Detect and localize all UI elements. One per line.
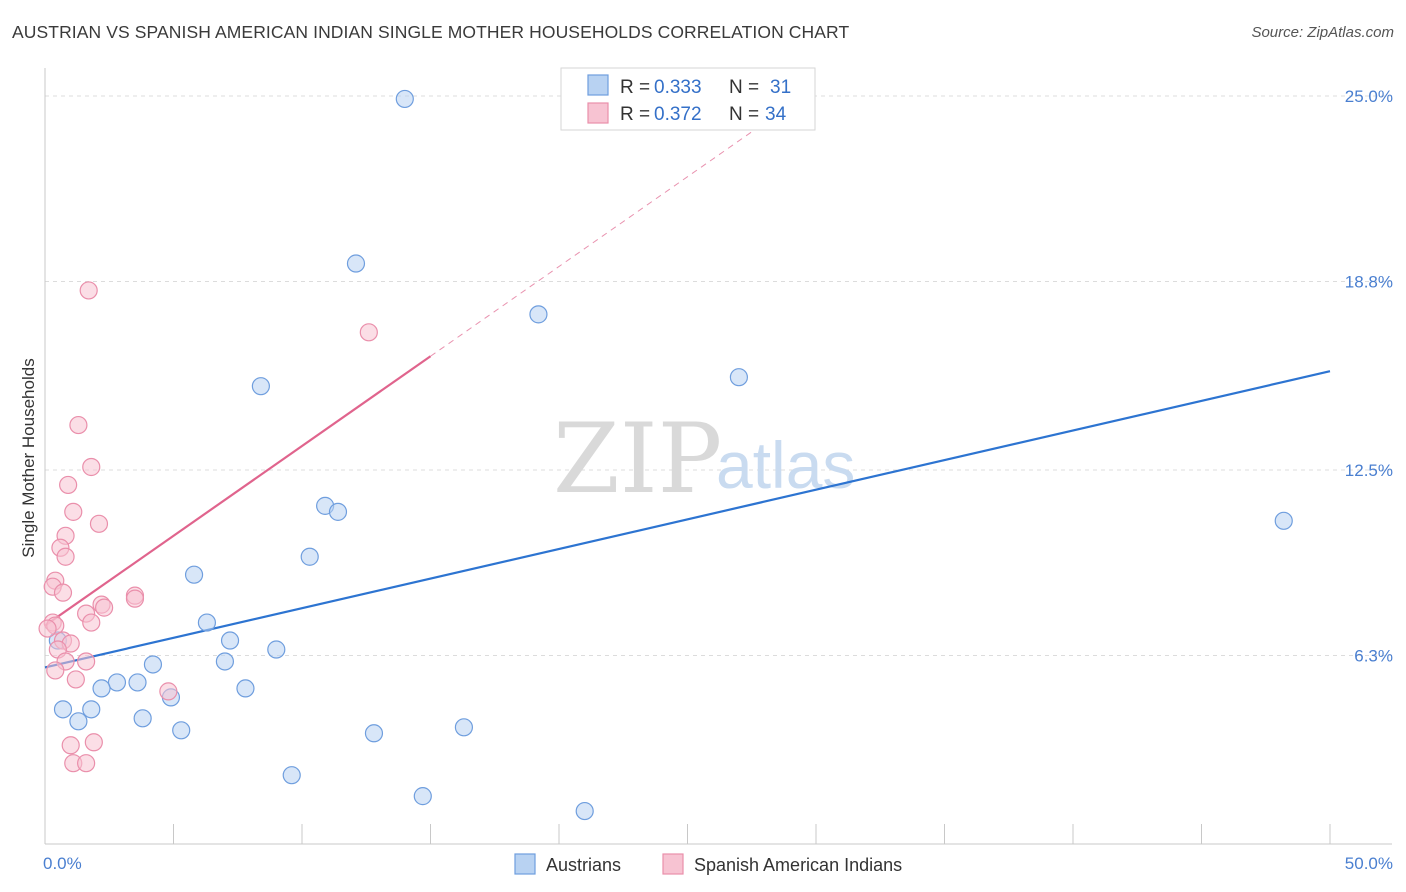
legend-swatch-spanish-american-indians <box>587 102 609 124</box>
axes <box>44 68 1392 845</box>
chart-title: AUSTRIAN VS SPANISH AMERICAN INDIAN SING… <box>12 22 850 42</box>
data-point-austrians <box>197 613 217 632</box>
data-point-spanish-american-indians <box>64 502 83 521</box>
data-point-austrians <box>172 721 191 740</box>
data-point-spanish-american-indians <box>82 457 101 477</box>
data-point-austrians <box>69 712 88 731</box>
data-point-spanish-american-indians <box>82 613 101 632</box>
data-point-spanish-american-indians <box>69 415 88 435</box>
bottom-legend-swatch-austrians <box>514 853 536 875</box>
data-point-spanish-american-indians <box>56 547 75 566</box>
data-point-austrians <box>454 718 474 737</box>
data-point-austrians <box>251 377 270 396</box>
data-point-spanish-american-indians <box>359 323 378 342</box>
legend-r-value-spanish-american-indians: 0.372 <box>654 104 702 125</box>
data-point-austrians <box>128 673 147 692</box>
data-point-austrians <box>215 652 234 671</box>
data-point-austrians <box>143 655 163 674</box>
data-point-spanish-american-indians <box>89 514 109 533</box>
data-point-austrians <box>729 368 749 387</box>
data-point-austrians <box>529 305 548 324</box>
data-point-austrians <box>413 787 432 806</box>
data-point-austrians <box>82 700 101 719</box>
data-point-spanish-american-indians <box>61 736 80 755</box>
legend-n-label-austrians: N = <box>729 77 759 98</box>
data-point-austrians <box>300 547 319 566</box>
x-tick-label: 50.0% <box>1345 854 1393 873</box>
data-point-austrians <box>328 502 348 521</box>
x-tick-labels: 0.0% 50.0% <box>43 854 1393 873</box>
trendline-spanish-american-indians <box>44 355 432 627</box>
data-point-austrians <box>236 679 255 698</box>
legend-r-value-austrians: 0.333 <box>654 77 702 98</box>
data-point-spanish-american-indians <box>84 733 103 752</box>
trendline-spanish-american-indians-dashed <box>430 131 753 357</box>
data-point-spanish-american-indians <box>77 754 96 773</box>
data-point-austrians <box>346 254 366 273</box>
trendline-austrians <box>44 370 1331 669</box>
legend: R = 0.333 N = 31 R = 0.372 N = 34 <box>560 67 816 131</box>
data-point-spanish-american-indians <box>159 682 178 701</box>
data-point-spanish-american-indians <box>125 589 145 608</box>
data-point-spanish-american-indians <box>66 670 85 689</box>
data-point-austrians <box>133 709 152 728</box>
data-point-austrians <box>184 565 204 584</box>
data-point-austrians <box>220 631 240 650</box>
x-tick-label: 0.0% <box>43 854 82 873</box>
data-points <box>38 89 1293 821</box>
bottom-legend-label-austrians: Austrians <box>546 855 621 875</box>
data-point-spanish-american-indians <box>53 583 73 602</box>
data-point-austrians <box>364 724 384 743</box>
legend-n-value-austrians: 31 <box>770 77 791 98</box>
legend-n-label-spanish-american-indians: N = <box>729 104 759 125</box>
data-point-spanish-american-indians <box>46 661 65 680</box>
data-point-spanish-american-indians <box>79 281 98 300</box>
data-point-austrians <box>282 766 301 785</box>
watermark-atlas: atlas <box>716 428 855 502</box>
data-point-austrians <box>107 673 127 692</box>
legend-r-label-spanish-american-indians: R = <box>620 104 650 125</box>
data-point-spanish-american-indians <box>59 475 78 495</box>
y-tick-label: 18.8% <box>1345 272 1393 291</box>
data-point-austrians <box>395 89 414 109</box>
data-point-austrians <box>92 679 111 698</box>
legend-n-value-spanish-american-indians: 34 <box>765 104 787 125</box>
y-tick-labels: 6.3% 12.5% 18.8% 25.0% <box>1345 87 1393 666</box>
y-tick-label: 25.0% <box>1345 87 1393 106</box>
data-point-austrians <box>1274 511 1293 530</box>
data-point-spanish-american-indians <box>95 598 114 617</box>
legend-r-label-austrians: R = <box>620 77 650 98</box>
bottom-legend-label-spanish-american-indians: Spanish American Indians <box>694 855 902 875</box>
y-tick-label: 6.3% <box>1354 646 1393 665</box>
y-axis-label: Single Mother Households <box>19 358 38 557</box>
data-point-austrians <box>575 801 594 821</box>
trendlines <box>44 131 1331 669</box>
source-label: Source: ZipAtlas.com <box>1251 24 1394 41</box>
y-tick-label: 12.5% <box>1345 461 1393 480</box>
legend-swatch-austrians <box>587 74 609 96</box>
grid-lines <box>45 95 1392 656</box>
data-point-austrians <box>267 640 286 659</box>
data-point-spanish-american-indians <box>38 619 57 638</box>
data-point-austrians <box>53 700 73 719</box>
data-point-spanish-american-indians <box>77 652 96 671</box>
bottom-legend: Austrians Spanish American Indians <box>514 853 902 875</box>
bottom-legend-swatch-spanish-american-indians <box>662 853 684 875</box>
watermark-zip: ZIP <box>553 403 722 515</box>
